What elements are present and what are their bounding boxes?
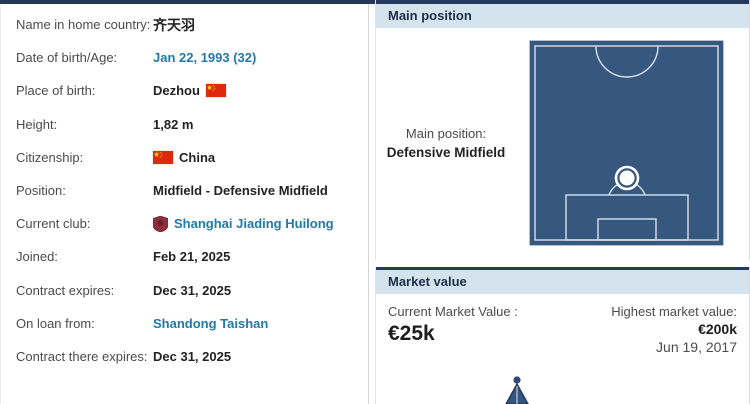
- main-position-box: Main position Main position: Defensive M…: [375, 0, 750, 260]
- info-row-contract-expires: Contract expires: Dec 31, 2025: [16, 274, 368, 307]
- club-crest-icon[interactable]: [153, 215, 168, 232]
- right-panel: Main position Main position: Defensive M…: [375, 0, 750, 404]
- citizenship-value: China: [179, 149, 216, 165]
- market-value-pin-icon: [505, 376, 529, 404]
- loan-club-link[interactable]: Shandong Taishan: [153, 315, 269, 331]
- info-label: Citizenship:: [16, 149, 84, 165]
- current-market-value-block: Current Market Value : €25k: [388, 304, 737, 346]
- center-circle-half: [595, 45, 659, 78]
- player-name-home-country: 齐天羽: [153, 16, 195, 33]
- china-flag-icon: [153, 150, 173, 164]
- goal-box: [597, 218, 657, 241]
- info-label: Date of birth/Age:: [16, 50, 118, 66]
- info-label: Height:: [16, 116, 58, 132]
- market-value-header: Market value: [376, 270, 749, 294]
- highest-market-value-block: Highest market value: €200k Jun 19, 2017: [611, 304, 737, 355]
- info-row-position: Position: Midfield - Defensive Midfield: [16, 174, 368, 207]
- box-top-border: [376, 267, 749, 270]
- info-row-joined: Joined: Feb 21, 2025: [16, 240, 368, 273]
- info-label: Place of birth:: [16, 83, 96, 99]
- china-flag-icon: [205, 84, 226, 98]
- info-row-height: Height: 1,82 m: [16, 108, 368, 141]
- highest-market-value-date: Jun 19, 2017: [656, 339, 737, 355]
- main-position-text: Main position: Defensive Midfield: [376, 126, 516, 160]
- box-top-border: [376, 0, 749, 4]
- height-value: 1,82 m: [153, 116, 194, 132]
- info-row-birthdate: Date of birth/Age: Jan 22, 1993 (32): [16, 41, 368, 74]
- current-club-link[interactable]: Shanghai Jiading Huilong: [174, 216, 334, 232]
- info-label: On loan from:: [16, 315, 95, 331]
- player-info-panel: Name in home country: 齐天羽 Date of birth/…: [0, 4, 369, 404]
- info-row-current-club: Current club: Shanghai Jiading Huilong: [16, 207, 368, 240]
- main-position-value: Defensive Midfield: [386, 145, 506, 160]
- info-row-contract-there-expires: Contract there expires: Dec 31, 2025: [16, 340, 368, 373]
- birthdate-link[interactable]: Jan 22, 1993 (32): [153, 50, 257, 66]
- contract-expires-value: Dec 31, 2025: [153, 282, 232, 298]
- info-label: Name in home country:: [16, 17, 151, 33]
- birthplace-value: Dezhou: [153, 83, 200, 99]
- info-row-name: Name in home country: 齐天羽: [16, 8, 368, 41]
- highest-market-value-label: Highest market value:: [611, 304, 737, 319]
- pitch-diagram: [529, 40, 724, 246]
- info-label: Contract expires:: [16, 282, 115, 298]
- joined-value: Feb 21, 2025: [153, 249, 231, 265]
- info-row-loan-from: On loan from: Shandong Taishan: [16, 307, 368, 340]
- info-row-birthplace: Place of birth: Dezhou: [16, 74, 368, 107]
- market-value-content: Current Market Value : €25k Highest mark…: [376, 294, 749, 404]
- main-position-header: Main position: [376, 4, 749, 28]
- contract-there-expires-value: Dec 31, 2025: [153, 348, 232, 364]
- info-label: Position:: [16, 183, 66, 199]
- panel-gap: [375, 260, 750, 267]
- market-value-box: Market value Current Market Value : €25k…: [375, 267, 750, 404]
- info-label: Contract there expires:: [16, 348, 148, 364]
- position-value: Midfield - Defensive Midfield: [153, 183, 328, 199]
- player-position-marker: [614, 165, 640, 191]
- main-position-content: Main position: Defensive Midfield: [376, 28, 749, 260]
- info-label: Joined:: [16, 249, 58, 265]
- info-row-citizenship: Citizenship: China: [16, 141, 368, 174]
- info-label: Current club:: [16, 216, 91, 232]
- current-market-value-label: Current Market Value :: [388, 304, 518, 319]
- main-position-label: Main position:: [405, 126, 487, 141]
- highest-market-value: €200k: [698, 321, 737, 337]
- current-market-value: €25k: [388, 322, 435, 345]
